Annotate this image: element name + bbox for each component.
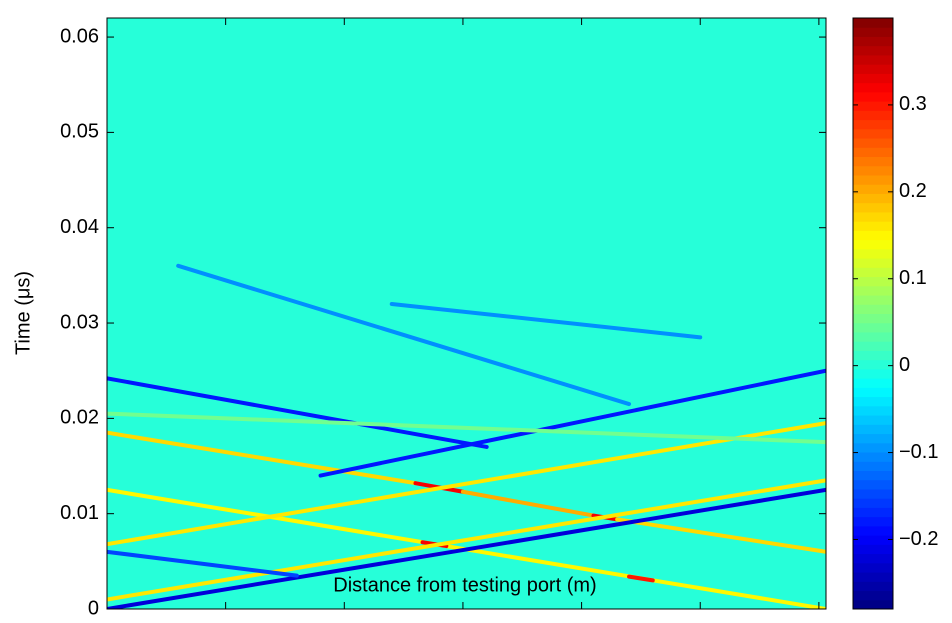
colorbar-cell bbox=[853, 147, 893, 158]
colorbar-cell bbox=[853, 341, 893, 351]
colorbar-cell bbox=[853, 36, 893, 47]
colorbar-tick-label: 0.2 bbox=[899, 180, 927, 202]
colorbar-tick-label: 0.1 bbox=[899, 267, 927, 289]
colorbar-cell bbox=[853, 45, 893, 56]
colorbar-cell bbox=[853, 590, 893, 601]
colorbar-cell bbox=[853, 488, 893, 499]
colorbar-cell bbox=[853, 295, 893, 305]
colorbar-cell bbox=[853, 54, 893, 65]
colorbar-cell bbox=[853, 424, 893, 435]
colorbar-cell bbox=[853, 368, 893, 379]
colorbar-cell bbox=[853, 553, 893, 564]
y-axis-label: Time (μs) bbox=[12, 271, 34, 355]
heatmap-trace bbox=[107, 487, 826, 609]
heatmap-trace bbox=[460, 489, 596, 518]
colorbar-cell bbox=[853, 285, 893, 296]
colorbar-cell bbox=[853, 461, 893, 471]
colorbar-cell bbox=[853, 138, 893, 148]
colorbar-cell bbox=[853, 525, 893, 536]
colorbar-cell bbox=[853, 479, 893, 490]
heatmap-trace bbox=[107, 376, 489, 449]
colorbar-cell bbox=[853, 304, 893, 314]
colorbar-cell bbox=[853, 239, 893, 250]
colorbar-cell bbox=[853, 387, 893, 398]
colorbar-cell bbox=[853, 470, 893, 481]
y-tick-label: 0.01 bbox=[60, 502, 99, 524]
colorbar-cell bbox=[853, 258, 893, 268]
colorbar-tick-label: 0 bbox=[899, 354, 910, 376]
colorbar-cell bbox=[853, 405, 893, 416]
colorbar-cell bbox=[853, 322, 893, 333]
colorbar-cell bbox=[853, 396, 893, 407]
colorbar-cell bbox=[853, 507, 893, 518]
colorbar-cell bbox=[853, 230, 893, 241]
colorbar-cell bbox=[853, 184, 893, 194]
x-axis-label: Distance from testing port (m) bbox=[333, 574, 596, 596]
colorbar-cell bbox=[853, 516, 893, 527]
colorbar-cell bbox=[853, 415, 893, 425]
colorbar-cell bbox=[853, 165, 893, 176]
colorbar-cell bbox=[853, 221, 893, 231]
colorbar-cell bbox=[853, 452, 893, 462]
colorbar-cell bbox=[853, 378, 893, 388]
colorbar-cell bbox=[853, 350, 893, 361]
colorbar-cell bbox=[853, 581, 893, 592]
colorbar-cell bbox=[853, 433, 893, 444]
heatmap-trace bbox=[107, 411, 826, 445]
heatmap-trace bbox=[615, 517, 826, 554]
colorbar-cell bbox=[853, 110, 893, 121]
colorbar-cell bbox=[853, 101, 893, 111]
colorbar-cell bbox=[853, 91, 893, 102]
colorbar-cell bbox=[853, 82, 893, 93]
colorbar-cell bbox=[853, 64, 893, 74]
heatmap-trace bbox=[107, 549, 299, 578]
colorbar-cell bbox=[853, 331, 893, 342]
colorbar-cell bbox=[853, 599, 893, 610]
colorbar-cell bbox=[853, 267, 893, 278]
colorbar-tick-label: −0.1 bbox=[899, 441, 938, 463]
colorbar-tick-label: 0.3 bbox=[899, 93, 927, 115]
colorbar-cell bbox=[853, 248, 893, 259]
colorbar-cell bbox=[853, 119, 893, 130]
heatmap-trace bbox=[107, 421, 826, 547]
colorbar-cell bbox=[853, 18, 893, 28]
colorbar-cell bbox=[853, 128, 893, 139]
colorbar-cell bbox=[853, 276, 893, 287]
colorbar-cell bbox=[853, 27, 893, 37]
heatmap-trace bbox=[389, 301, 703, 340]
colorbar-cell bbox=[853, 572, 893, 582]
colorbar-cell bbox=[853, 544, 893, 555]
colorbar-cell bbox=[853, 193, 893, 204]
colorbar-cell bbox=[853, 211, 893, 222]
colorbar-cell bbox=[853, 562, 893, 573]
heatmap-trace bbox=[627, 574, 655, 583]
colorbar-cell bbox=[853, 202, 893, 213]
y-tick-label: 0.06 bbox=[60, 25, 99, 47]
heatmap-trace bbox=[107, 430, 418, 486]
y-tick-label: 0.02 bbox=[60, 407, 99, 429]
colorbar-cell bbox=[853, 313, 893, 324]
colorbar-frame bbox=[852, 17, 894, 610]
plot-area bbox=[107, 18, 826, 609]
heatmap-trace bbox=[176, 263, 632, 407]
colorbar-cell bbox=[853, 73, 893, 84]
y-tick-label: 0.04 bbox=[60, 216, 99, 238]
y-tick-label: 0.03 bbox=[60, 311, 99, 333]
colorbar-cell bbox=[853, 498, 893, 508]
plot-frame bbox=[106, 17, 827, 610]
colorbar-cell bbox=[853, 174, 893, 185]
colorbar-cell bbox=[853, 359, 893, 370]
y-tick-label: 0.05 bbox=[60, 121, 99, 143]
y-tick-label: 0 bbox=[88, 597, 99, 618]
colorbar-cell bbox=[853, 535, 893, 545]
colorbar-cell bbox=[853, 156, 893, 167]
heatmap-trace bbox=[107, 478, 826, 602]
colorbar-tick-label: −0.2 bbox=[899, 528, 938, 550]
colorbar-cell bbox=[853, 442, 893, 453]
heatmap-trace bbox=[318, 368, 826, 478]
